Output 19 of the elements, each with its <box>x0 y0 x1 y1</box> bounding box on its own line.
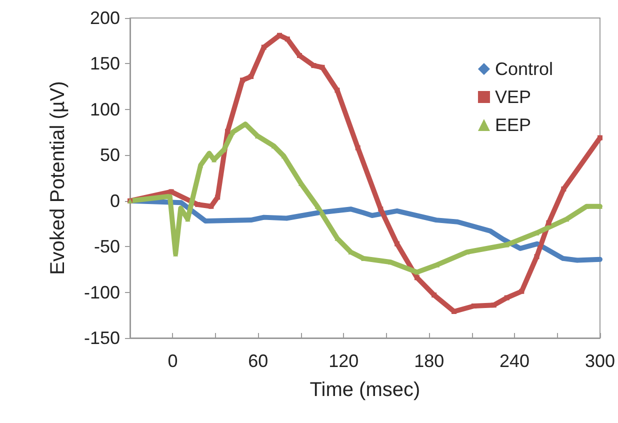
y-tick-label: -150 <box>84 328 120 348</box>
x-tick-label: 240 <box>500 351 530 371</box>
y-tick-label: 50 <box>100 145 120 166</box>
y-tick-label: 150 <box>90 54 120 74</box>
x-axis-title: Time (msec) <box>310 379 420 401</box>
x-tick-label: 180 <box>414 351 444 371</box>
y-tick-label: -50 <box>94 236 120 257</box>
y-tick-label: 100 <box>90 99 120 120</box>
y-axis-title: Evoked Potential (µV) <box>47 81 69 275</box>
legend-label: EEP <box>494 115 532 135</box>
x-tick-label: 60 <box>248 351 268 371</box>
y-tick-label: 200 <box>90 8 120 28</box>
legend-label: VEP <box>494 87 532 107</box>
x-tick-label: 300 <box>584 351 616 371</box>
x-tick-label: 120 <box>328 351 359 371</box>
y-tick-label: -100 <box>84 282 120 302</box>
x-tick-label: 0 <box>168 351 178 371</box>
y-tick-label: 0 <box>110 190 120 211</box>
legend-label: Control <box>494 59 554 79</box>
